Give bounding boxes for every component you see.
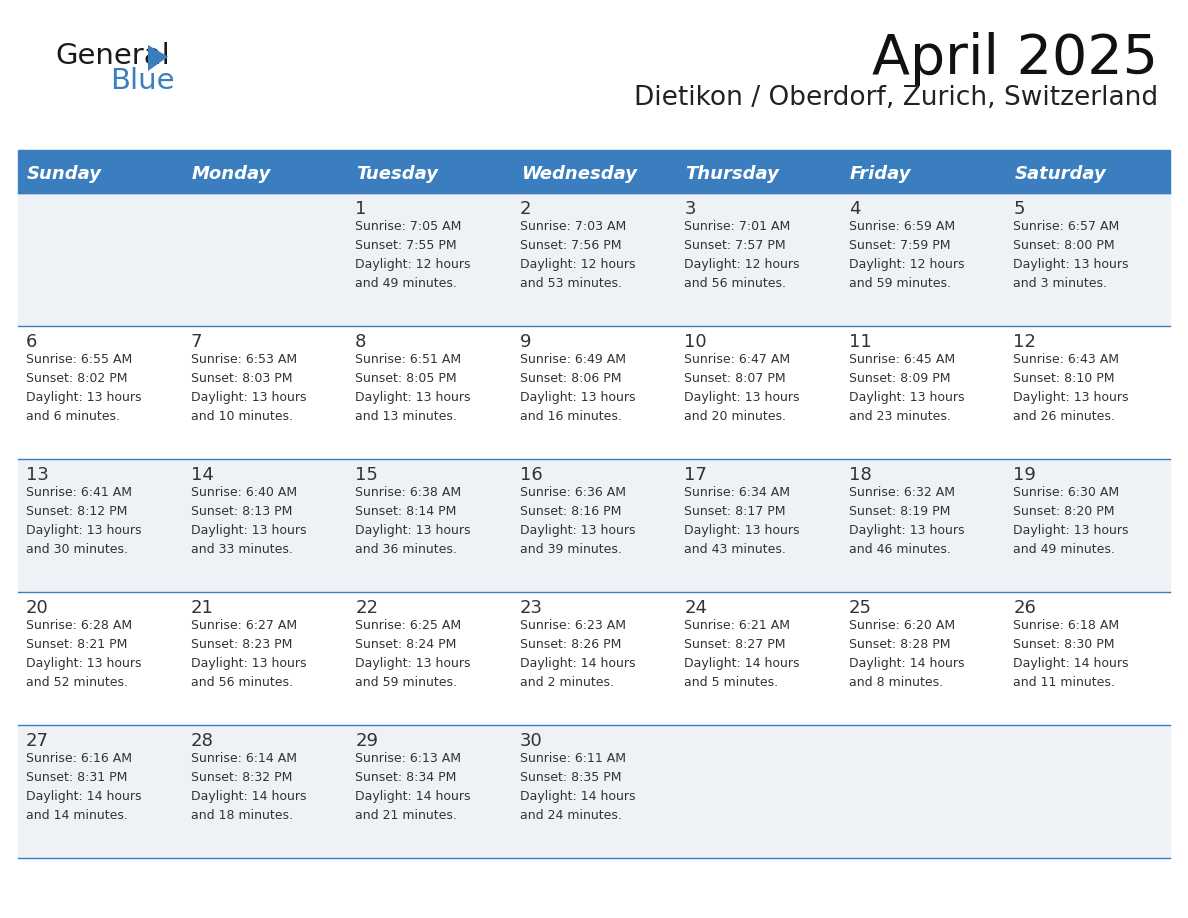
Text: 3: 3 <box>684 200 696 218</box>
Bar <box>18 592 1170 725</box>
Text: 19: 19 <box>1013 466 1036 484</box>
Text: 20: 20 <box>26 599 49 617</box>
Bar <box>18 153 1170 193</box>
Text: Sunrise: 6:53 AM
Sunset: 8:03 PM
Daylight: 13 hours
and 10 minutes.: Sunrise: 6:53 AM Sunset: 8:03 PM Dayligh… <box>190 353 307 423</box>
Text: Sunrise: 6:32 AM
Sunset: 8:19 PM
Daylight: 13 hours
and 46 minutes.: Sunrise: 6:32 AM Sunset: 8:19 PM Dayligh… <box>849 486 965 556</box>
Text: Sunrise: 6:47 AM
Sunset: 8:07 PM
Daylight: 13 hours
and 20 minutes.: Sunrise: 6:47 AM Sunset: 8:07 PM Dayligh… <box>684 353 800 423</box>
Text: 26: 26 <box>1013 599 1036 617</box>
Text: 2: 2 <box>519 200 531 218</box>
Text: Sunrise: 7:05 AM
Sunset: 7:55 PM
Daylight: 12 hours
and 49 minutes.: Sunrise: 7:05 AM Sunset: 7:55 PM Dayligh… <box>355 220 470 290</box>
Text: Sunrise: 6:38 AM
Sunset: 8:14 PM
Daylight: 13 hours
and 36 minutes.: Sunrise: 6:38 AM Sunset: 8:14 PM Dayligh… <box>355 486 470 556</box>
Text: General: General <box>55 42 170 70</box>
Text: Sunrise: 6:51 AM
Sunset: 8:05 PM
Daylight: 13 hours
and 13 minutes.: Sunrise: 6:51 AM Sunset: 8:05 PM Dayligh… <box>355 353 470 423</box>
Text: 1: 1 <box>355 200 367 218</box>
Polygon shape <box>148 45 168 71</box>
Text: Sunrise: 6:45 AM
Sunset: 8:09 PM
Daylight: 13 hours
and 23 minutes.: Sunrise: 6:45 AM Sunset: 8:09 PM Dayligh… <box>849 353 965 423</box>
Text: Sunrise: 6:59 AM
Sunset: 7:59 PM
Daylight: 12 hours
and 59 minutes.: Sunrise: 6:59 AM Sunset: 7:59 PM Dayligh… <box>849 220 965 290</box>
Text: Sunrise: 6:25 AM
Sunset: 8:24 PM
Daylight: 13 hours
and 59 minutes.: Sunrise: 6:25 AM Sunset: 8:24 PM Dayligh… <box>355 619 470 689</box>
Text: 18: 18 <box>849 466 872 484</box>
Text: 10: 10 <box>684 333 707 351</box>
Text: Sunrise: 6:27 AM
Sunset: 8:23 PM
Daylight: 13 hours
and 56 minutes.: Sunrise: 6:27 AM Sunset: 8:23 PM Dayligh… <box>190 619 307 689</box>
Text: Sunrise: 6:34 AM
Sunset: 8:17 PM
Daylight: 13 hours
and 43 minutes.: Sunrise: 6:34 AM Sunset: 8:17 PM Dayligh… <box>684 486 800 556</box>
Text: Sunrise: 6:30 AM
Sunset: 8:20 PM
Daylight: 13 hours
and 49 minutes.: Sunrise: 6:30 AM Sunset: 8:20 PM Dayligh… <box>1013 486 1129 556</box>
Text: Sunrise: 6:43 AM
Sunset: 8:10 PM
Daylight: 13 hours
and 26 minutes.: Sunrise: 6:43 AM Sunset: 8:10 PM Dayligh… <box>1013 353 1129 423</box>
Text: 4: 4 <box>849 200 860 218</box>
Text: 27: 27 <box>26 732 49 750</box>
Text: Sunrise: 6:49 AM
Sunset: 8:06 PM
Daylight: 13 hours
and 16 minutes.: Sunrise: 6:49 AM Sunset: 8:06 PM Dayligh… <box>519 353 636 423</box>
Text: 24: 24 <box>684 599 707 617</box>
Text: Friday: Friday <box>849 165 911 183</box>
Text: 30: 30 <box>519 732 543 750</box>
Text: 12: 12 <box>1013 333 1036 351</box>
Text: Sunrise: 6:21 AM
Sunset: 8:27 PM
Daylight: 14 hours
and 5 minutes.: Sunrise: 6:21 AM Sunset: 8:27 PM Dayligh… <box>684 619 800 689</box>
Text: Tuesday: Tuesday <box>356 165 438 183</box>
Text: Blue: Blue <box>110 67 175 95</box>
Text: Sunrise: 6:20 AM
Sunset: 8:28 PM
Daylight: 14 hours
and 8 minutes.: Sunrise: 6:20 AM Sunset: 8:28 PM Dayligh… <box>849 619 965 689</box>
Text: 9: 9 <box>519 333 531 351</box>
Text: 16: 16 <box>519 466 543 484</box>
Text: Sunrise: 6:55 AM
Sunset: 8:02 PM
Daylight: 13 hours
and 6 minutes.: Sunrise: 6:55 AM Sunset: 8:02 PM Dayligh… <box>26 353 141 423</box>
Text: Sunrise: 6:28 AM
Sunset: 8:21 PM
Daylight: 13 hours
and 52 minutes.: Sunrise: 6:28 AM Sunset: 8:21 PM Dayligh… <box>26 619 141 689</box>
Text: Sunrise: 7:03 AM
Sunset: 7:56 PM
Daylight: 12 hours
and 53 minutes.: Sunrise: 7:03 AM Sunset: 7:56 PM Dayligh… <box>519 220 636 290</box>
Text: 7: 7 <box>190 333 202 351</box>
Text: Sunrise: 6:57 AM
Sunset: 8:00 PM
Daylight: 13 hours
and 3 minutes.: Sunrise: 6:57 AM Sunset: 8:00 PM Dayligh… <box>1013 220 1129 290</box>
Text: 21: 21 <box>190 599 214 617</box>
Text: 13: 13 <box>26 466 49 484</box>
Text: 8: 8 <box>355 333 367 351</box>
Bar <box>18 193 1170 326</box>
Text: Sunrise: 6:13 AM
Sunset: 8:34 PM
Daylight: 14 hours
and 21 minutes.: Sunrise: 6:13 AM Sunset: 8:34 PM Dayligh… <box>355 752 470 822</box>
Text: Dietikon / Oberdorf, Zurich, Switzerland: Dietikon / Oberdorf, Zurich, Switzerland <box>634 85 1158 111</box>
Text: Sunrise: 6:11 AM
Sunset: 8:35 PM
Daylight: 14 hours
and 24 minutes.: Sunrise: 6:11 AM Sunset: 8:35 PM Dayligh… <box>519 752 636 822</box>
Text: Wednesday: Wednesday <box>520 165 637 183</box>
Text: Saturday: Saturday <box>1015 165 1106 183</box>
Text: 29: 29 <box>355 732 378 750</box>
Text: 15: 15 <box>355 466 378 484</box>
Text: 5: 5 <box>1013 200 1025 218</box>
Text: 6: 6 <box>26 333 37 351</box>
Bar <box>18 725 1170 858</box>
Text: 28: 28 <box>190 732 214 750</box>
Bar <box>18 459 1170 592</box>
Text: Sunrise: 6:23 AM
Sunset: 8:26 PM
Daylight: 14 hours
and 2 minutes.: Sunrise: 6:23 AM Sunset: 8:26 PM Dayligh… <box>519 619 636 689</box>
Text: Sunrise: 6:18 AM
Sunset: 8:30 PM
Daylight: 14 hours
and 11 minutes.: Sunrise: 6:18 AM Sunset: 8:30 PM Dayligh… <box>1013 619 1129 689</box>
Text: 14: 14 <box>190 466 214 484</box>
Text: Sunrise: 6:41 AM
Sunset: 8:12 PM
Daylight: 13 hours
and 30 minutes.: Sunrise: 6:41 AM Sunset: 8:12 PM Dayligh… <box>26 486 141 556</box>
Text: Sunday: Sunday <box>27 165 102 183</box>
Text: Sunrise: 7:01 AM
Sunset: 7:57 PM
Daylight: 12 hours
and 56 minutes.: Sunrise: 7:01 AM Sunset: 7:57 PM Dayligh… <box>684 220 800 290</box>
Text: 17: 17 <box>684 466 707 484</box>
Bar <box>18 326 1170 459</box>
Text: Sunrise: 6:16 AM
Sunset: 8:31 PM
Daylight: 14 hours
and 14 minutes.: Sunrise: 6:16 AM Sunset: 8:31 PM Dayligh… <box>26 752 141 822</box>
Text: 11: 11 <box>849 333 872 351</box>
Text: 25: 25 <box>849 599 872 617</box>
Text: Sunrise: 6:14 AM
Sunset: 8:32 PM
Daylight: 14 hours
and 18 minutes.: Sunrise: 6:14 AM Sunset: 8:32 PM Dayligh… <box>190 752 307 822</box>
Text: 23: 23 <box>519 599 543 617</box>
Text: 22: 22 <box>355 599 378 617</box>
Text: Thursday: Thursday <box>685 165 779 183</box>
Text: Sunrise: 6:36 AM
Sunset: 8:16 PM
Daylight: 13 hours
and 39 minutes.: Sunrise: 6:36 AM Sunset: 8:16 PM Dayligh… <box>519 486 636 556</box>
Text: Sunrise: 6:40 AM
Sunset: 8:13 PM
Daylight: 13 hours
and 33 minutes.: Sunrise: 6:40 AM Sunset: 8:13 PM Dayligh… <box>190 486 307 556</box>
Bar <box>18 150 1170 153</box>
Text: April 2025: April 2025 <box>872 32 1158 86</box>
Text: Monday: Monday <box>191 165 271 183</box>
